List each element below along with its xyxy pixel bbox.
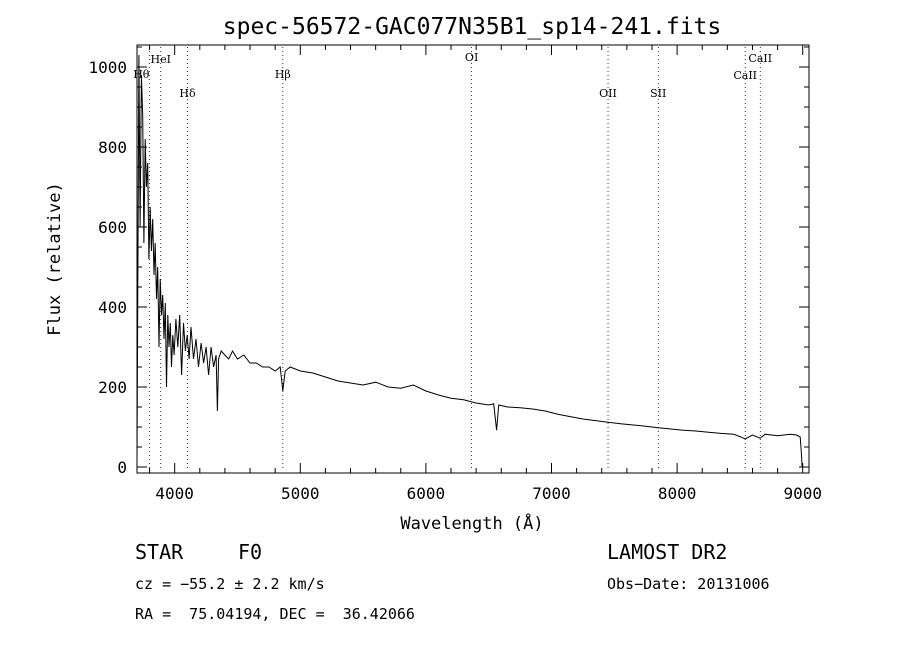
x-tick-label: 5000	[281, 484, 320, 503]
spectrum-series-line	[136, 54, 803, 468]
chart-title: spec-56572-GAC077N35B1_sp14-241.fits	[223, 14, 722, 40]
y-tick-label: 200	[98, 378, 127, 397]
y-axis: 0 200 400 600 800 1000	[88, 46, 809, 477]
survey-name: LAMOST DR2	[607, 540, 728, 564]
x-tick-label: 4000	[155, 484, 194, 503]
object-class: STAR	[135, 540, 184, 564]
line-marker-label: CaII	[733, 69, 757, 82]
line-marker-label: OII	[599, 87, 617, 100]
line-marker-label: Hδ	[179, 87, 196, 100]
y-tick-label: 400	[98, 298, 127, 317]
redshift-readout: cz = −55.2 ± 2.2 km/s	[135, 575, 325, 593]
x-tick-label: 8000	[658, 484, 697, 503]
y-tick-label: 600	[98, 218, 127, 237]
y-tick-label: 0	[117, 458, 127, 477]
x-axis: 4000 5000 6000 7000 8000 9000	[149, 45, 822, 503]
object-subclass: F0	[238, 540, 263, 564]
obs-date: Obs−Date: 20131006	[607, 575, 770, 593]
plot-frame	[136, 44, 810, 474]
y-tick-label: 800	[98, 138, 127, 157]
line-marker-label: CaII	[748, 52, 772, 65]
coordinates: RA = 75.04194, DEC = 36.42066	[135, 605, 415, 623]
y-tick-label: 1000	[88, 58, 127, 77]
line-marker-label: OI	[465, 51, 478, 64]
line-marker-label: HeI	[151, 53, 171, 66]
x-tick-label: 9000	[783, 484, 822, 503]
line-marker-label: Hβ	[275, 68, 291, 81]
x-tick-label: 7000	[532, 484, 571, 503]
x-axis-label: Wavelength (Å)	[400, 512, 543, 534]
x-tick-label: 6000	[407, 484, 446, 503]
y-axis-label: Flux (relative)	[45, 182, 65, 336]
line-marker-label: Hθ	[133, 68, 150, 81]
line-marker-label: SII	[650, 87, 666, 100]
